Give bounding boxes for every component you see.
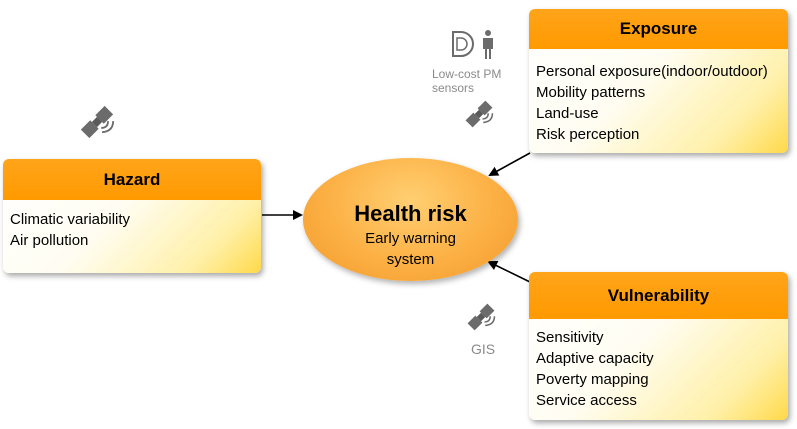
list-item: Adaptive capacity	[536, 350, 654, 367]
arrow-vulnerability-to-health	[487, 261, 531, 283]
list-item: Poverty mapping	[536, 371, 649, 388]
list-item: Personal exposure(indoor/outdoor)	[536, 63, 768, 80]
hazard-box: Hazard Climatic variability Air pollutio…	[3, 159, 261, 273]
list-item: Sensitivity	[536, 329, 604, 346]
vulnerability-title: Vulnerability	[529, 272, 788, 319]
arrow-exposure-to-health	[488, 152, 531, 176]
exposure-items: Personal exposure(indoor/outdoor) Mobili…	[529, 49, 788, 150]
satellite-icon	[464, 99, 499, 134]
system-label: system	[386, 251, 435, 268]
satellite-icon	[466, 302, 501, 337]
list-item: Air pollution	[10, 232, 89, 249]
gis-caption: GIS	[471, 341, 496, 357]
pm-sensor-icon	[452, 31, 474, 57]
list-item: Risk perception	[536, 126, 640, 143]
person-icon	[483, 30, 493, 59]
pm-sensors-caption: Low-cost PM sensors	[432, 67, 512, 95]
satellite-icon	[79, 104, 120, 145]
vulnerability-box: Vulnerability Sensitivity Adaptive capac…	[529, 272, 788, 420]
list-item: Service access	[536, 392, 637, 409]
hazard-items: Climatic variability Air pollution	[3, 200, 261, 256]
early-warning-label: Early warning	[365, 230, 456, 247]
list-item: Mobility patterns	[536, 84, 646, 101]
pm-caption-line1: Low-cost PM	[432, 67, 502, 81]
health-risk-ellipse: Health risk Early warning system	[303, 158, 518, 281]
vulnerability-items: Sensitivity Adaptive capacity Poverty ma…	[529, 319, 788, 416]
exposure-title: Exposure	[529, 9, 788, 49]
hazard-title: Hazard	[3, 159, 261, 200]
exposure-box: Exposure Personal exposure(indoor/outdoo…	[529, 9, 788, 153]
list-item: Climatic variability	[10, 211, 131, 228]
health-risk-title: Health risk	[354, 201, 467, 226]
pm-caption-line2: sensors	[432, 81, 475, 95]
list-item: Land-use	[536, 105, 599, 122]
